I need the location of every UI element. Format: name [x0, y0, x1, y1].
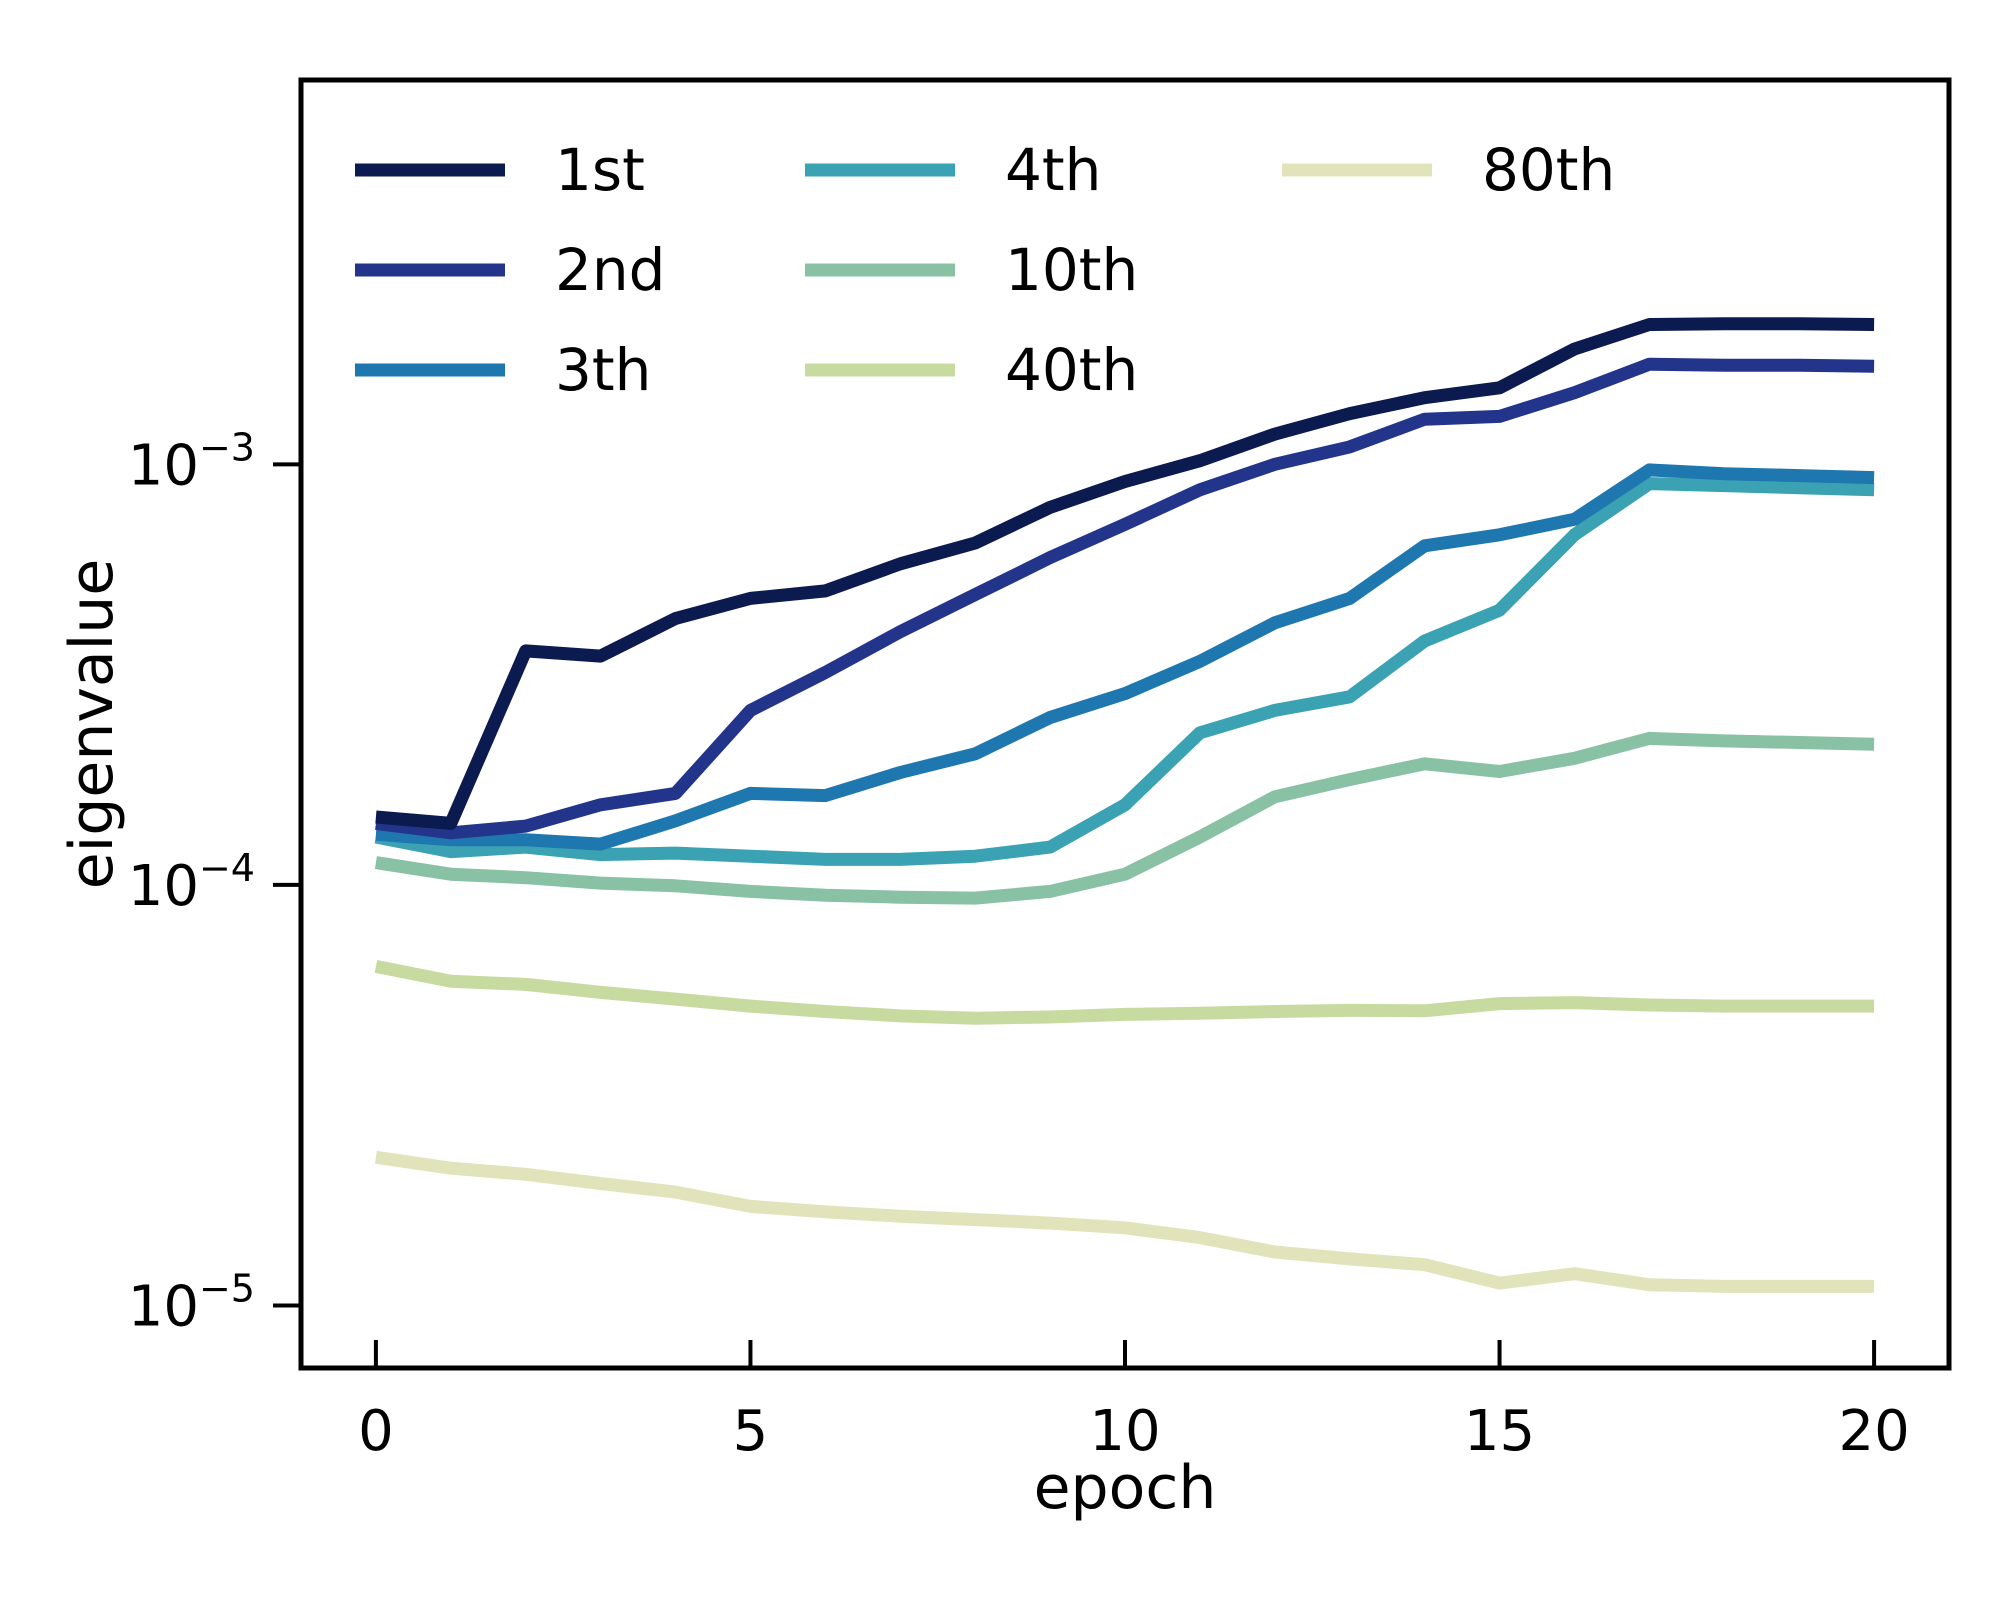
x-tick-label: 0	[358, 1399, 394, 1464]
legend-item-1st: 1st	[355, 136, 645, 204]
y-tick-label: 10−3	[128, 425, 255, 498]
x-tick-label: 10	[1089, 1399, 1160, 1464]
x-tick-label: 15	[1464, 1399, 1535, 1464]
x-axis: 0 5 10 15 20	[358, 1340, 1910, 1464]
y-axis-label: eigenvalue	[57, 559, 127, 890]
legend-item-80th: 80th	[1282, 136, 1615, 204]
series-line-40th	[374, 960, 1875, 1025]
series-lines	[374, 317, 1875, 1293]
x-tick-label: 20	[1838, 1399, 1909, 1464]
y-tick-label: 10−5	[128, 1266, 255, 1339]
legend-item-10th: 10th	[805, 236, 1138, 304]
legend-item-4th: 4th	[805, 136, 1101, 204]
legend-item-3th: 3th	[355, 336, 651, 404]
legend-item-2nd: 2nd	[355, 236, 665, 304]
series-line-1st	[375, 317, 1875, 830]
legend-label: 3th	[555, 336, 651, 404]
series-line-10th	[374, 731, 1875, 905]
legend-label: 40th	[1005, 336, 1138, 404]
series-line-3th	[375, 463, 1875, 851]
legend-label: 10th	[1005, 236, 1138, 304]
legend-item-40th: 40th	[805, 336, 1138, 404]
legend: 1st 2nd 3th 4th 10th 40th 80th	[355, 136, 1615, 404]
legend-label: 2nd	[555, 236, 665, 304]
series-line-4th	[374, 477, 1875, 866]
legend-label: 4th	[1005, 136, 1101, 204]
legend-label: 1st	[555, 136, 645, 204]
x-tick-label: 5	[733, 1399, 769, 1464]
y-tick-label: 10−4	[128, 846, 255, 919]
x-axis-label: epoch	[1034, 1453, 1217, 1523]
series-line-2nd	[375, 357, 1875, 840]
legend-label: 80th	[1482, 136, 1615, 204]
series-line-80th	[374, 1150, 1875, 1293]
y-axis: 10−5 10−4 10−3	[128, 425, 301, 1339]
